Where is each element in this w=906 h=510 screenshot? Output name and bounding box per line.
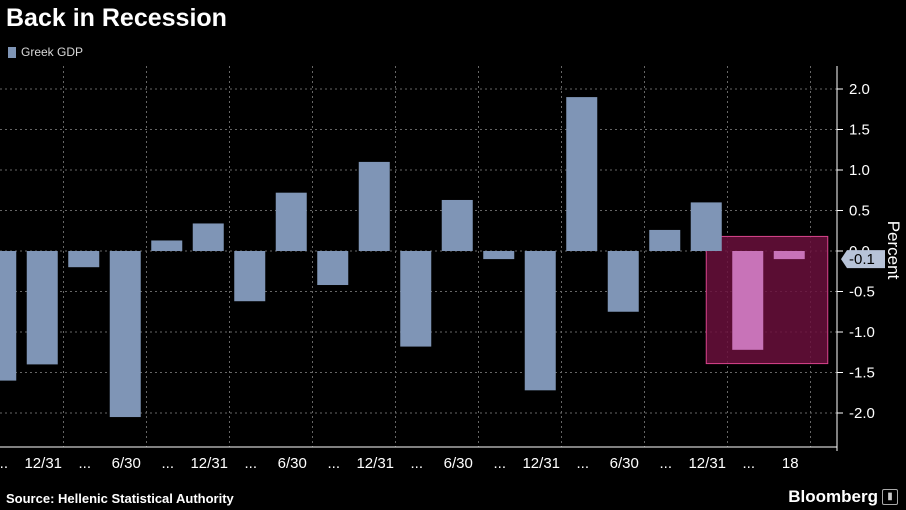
x-tick-label: 12/31 [356, 455, 394, 472]
bar [192, 223, 224, 251]
callout-box [841, 250, 885, 269]
bar [358, 161, 390, 251]
x-tick-label: 12/31 [190, 455, 228, 472]
chart-title: Back in Recession [6, 4, 227, 32]
x-tick-label: ... [576, 455, 589, 472]
y-tick-label: 1.0 [849, 162, 870, 179]
legend: Greek GDP [8, 44, 83, 60]
bar [732, 251, 764, 350]
y-tick-label: -1.0 [849, 324, 875, 341]
bar [234, 251, 266, 302]
bar [483, 251, 515, 260]
bar [317, 251, 349, 286]
bar [400, 251, 432, 347]
brand-name: Bloomberg [788, 487, 878, 506]
x-tick-label: ... [78, 455, 91, 472]
x-tick-label: ... [161, 455, 174, 472]
bar [773, 251, 805, 260]
callout-label: -0.1 [849, 251, 875, 268]
x-tick-label: ... [244, 455, 257, 472]
bar [68, 251, 100, 268]
bars [0, 97, 805, 418]
x-tick-label: 6/30 [444, 455, 473, 472]
x-tick-label: ... [410, 455, 423, 472]
bar [649, 229, 681, 251]
source-note: Source: Hellenic Statistical Authority [6, 491, 234, 506]
bar [151, 240, 183, 251]
highlight-box [705, 235, 829, 365]
bar [607, 251, 639, 312]
y-tick-label: 2.0 [849, 81, 870, 98]
axes: 2.01.51.00.50.0-0.5-1.0-1.5-2.0...12/31.… [0, 66, 885, 472]
bar [566, 97, 598, 251]
x-tick-label: 6/30 [112, 455, 141, 472]
x-tick-label: 6/30 [610, 455, 639, 472]
x-tick-label: ... [742, 455, 755, 472]
x-tick-label: ... [659, 455, 672, 472]
y-axis-label: Percent [884, 221, 903, 280]
x-tick-label: ... [493, 455, 506, 472]
y-tick-label: -1.5 [849, 365, 875, 382]
x-tick-label: 18 [782, 455, 799, 472]
y-tick-label: 0.5 [849, 203, 870, 220]
x-tick-label: 12/31 [24, 455, 62, 472]
y-tick-label: 1.5 [849, 122, 870, 139]
bar [109, 251, 141, 418]
x-tick-label: 6/30 [278, 455, 307, 472]
bar [524, 251, 556, 391]
brand: Bloomberg ▮ [788, 487, 898, 507]
bar [275, 192, 307, 251]
chart-icon: ▮ [882, 489, 898, 505]
bar [26, 251, 58, 365]
y-tick-label: -2.0 [849, 405, 875, 422]
x-tick-label: ... [327, 455, 340, 472]
bar-chart: 2.01.51.00.50.0-0.5-1.0-1.5-2.0...12/31.… [0, 66, 903, 472]
legend-swatch [8, 46, 16, 58]
latest-value-callout: -0.1 [841, 250, 885, 269]
recession-highlight [705, 235, 829, 365]
x-tick-label: 12/31 [688, 455, 726, 472]
y-tick-label: -0.5 [849, 284, 875, 301]
bar [690, 202, 722, 251]
legend-label: Greek GDP [21, 45, 84, 59]
x-tick-label: 12/31 [522, 455, 560, 472]
x-tick-label: ... [0, 455, 8, 472]
bar [441, 199, 473, 251]
bar [0, 251, 17, 381]
